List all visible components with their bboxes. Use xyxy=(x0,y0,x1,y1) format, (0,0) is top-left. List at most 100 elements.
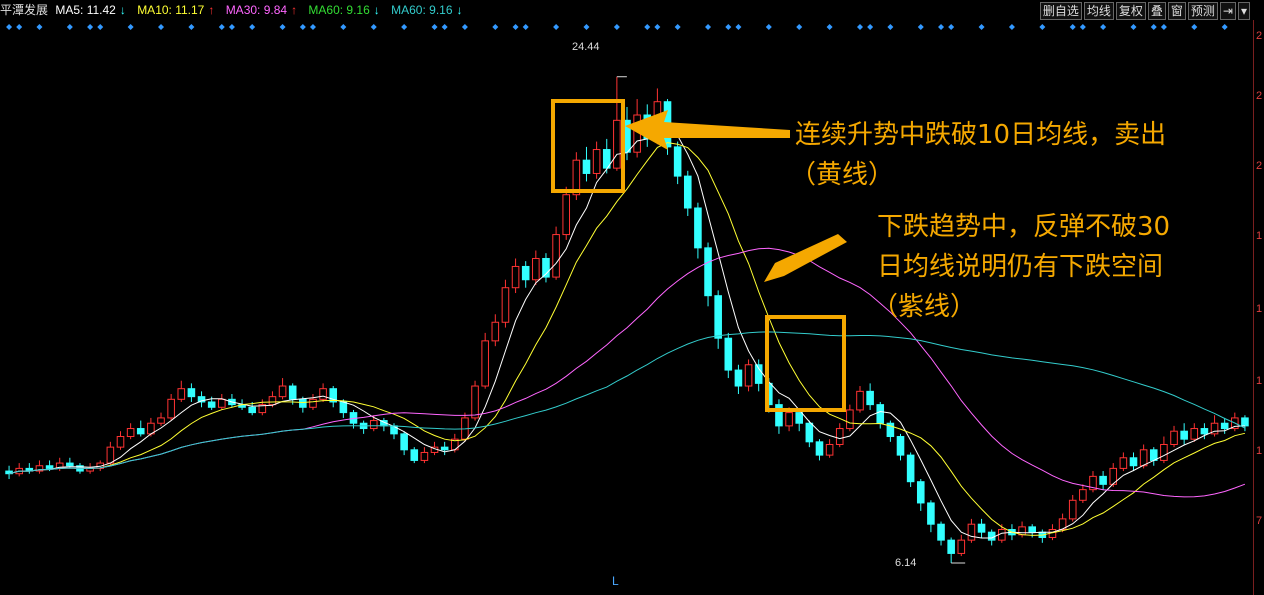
candle-body xyxy=(592,149,601,174)
candle-body xyxy=(1200,428,1209,435)
signal-marker xyxy=(1130,24,1137,30)
signal-marker xyxy=(249,24,256,30)
candle-body xyxy=(329,388,338,403)
candle-body xyxy=(197,396,206,403)
candle-body xyxy=(825,443,834,456)
chevron-down-icon[interactable]: ▾ xyxy=(1237,2,1250,20)
sell-annotation-line1: 连续升势中跌破10日均线，卖出 xyxy=(795,120,1167,150)
signal-marker xyxy=(66,24,73,30)
candle-body xyxy=(288,385,297,400)
candle-body xyxy=(1139,449,1148,467)
window-button[interactable]: 窗 xyxy=(1167,2,1186,20)
signal-marker xyxy=(1039,24,1046,30)
candle-body xyxy=(278,385,287,398)
ma30-line xyxy=(8,247,1246,498)
signal-marker xyxy=(1008,24,1015,30)
candle-body xyxy=(683,175,692,209)
candle-body xyxy=(521,265,530,281)
rebound-highlight-box xyxy=(765,315,846,412)
candle-body xyxy=(1099,475,1107,485)
candle-body xyxy=(795,412,804,424)
signal-marker xyxy=(461,24,468,30)
candle-body xyxy=(1089,475,1097,491)
y-tick-label: 2 xyxy=(1256,160,1263,172)
candle-body xyxy=(1129,457,1138,467)
chart-toolbar: 删自选 均线 复权 叠 窗 预测 ⇥ ▾ xyxy=(1038,2,1250,20)
signal-marker xyxy=(97,24,104,30)
signal-marker xyxy=(188,24,195,30)
candle-body xyxy=(471,385,479,419)
arrow-down-icon: ↓ xyxy=(456,3,463,17)
signal-marker xyxy=(583,24,590,30)
candle-body xyxy=(562,194,571,236)
signal-marker xyxy=(340,24,347,30)
overlay-button[interactable]: 叠 xyxy=(1147,2,1166,20)
signal-marker xyxy=(370,24,377,30)
y-tick-label: 1 xyxy=(1256,303,1263,315)
signal-marker xyxy=(218,24,225,30)
candle-body xyxy=(805,422,814,443)
candle-body xyxy=(167,398,175,419)
signal-marker xyxy=(309,24,316,30)
y-tick-label: 1 xyxy=(1256,445,1263,457)
signal-marker xyxy=(431,24,438,30)
signal-marker xyxy=(725,24,732,30)
signal-marker xyxy=(228,24,235,30)
candle-body xyxy=(927,502,935,525)
adjust-rights-button[interactable]: 复权 xyxy=(1115,2,1146,20)
ma10-line xyxy=(8,142,1246,536)
signal-marker xyxy=(279,24,286,30)
candle-body xyxy=(501,287,510,323)
sell-annotation-line2: （黄线） xyxy=(790,160,895,190)
y-tick-label: 1 xyxy=(1256,375,1263,387)
candle-body xyxy=(856,390,864,411)
candle-body xyxy=(937,523,945,541)
candle-body xyxy=(116,436,125,448)
signal-marker xyxy=(674,24,681,30)
candle-body xyxy=(511,265,520,289)
signal-marker xyxy=(1069,24,1076,30)
candle-body xyxy=(704,247,712,297)
candle-body xyxy=(339,401,348,414)
downtrend-annotation-line2: 日均线说明仍有下跌空间 xyxy=(877,252,1164,282)
downtrend-annotation-line3: （紫线） xyxy=(872,292,977,322)
candle-body xyxy=(775,404,783,427)
moving-average-button[interactable]: 均线 xyxy=(1083,2,1114,20)
collapse-right-icon[interactable]: ⇥ xyxy=(1219,2,1236,20)
candle-body xyxy=(947,539,955,554)
signal-marker xyxy=(36,24,43,30)
candle-body xyxy=(1241,417,1249,427)
candle-body xyxy=(45,465,54,469)
signal-marker xyxy=(6,24,13,30)
candle-body xyxy=(369,420,378,430)
candle-body xyxy=(1220,422,1229,430)
signal-marker xyxy=(522,24,529,30)
candle-body xyxy=(157,417,165,424)
candle-body xyxy=(967,523,976,541)
candle-body xyxy=(886,422,895,438)
arrow-down-icon: ↓ xyxy=(119,3,126,17)
signal-marker xyxy=(735,24,742,30)
indicator-bar: 平潭发展 MA5: 11.42 ↓ MA10: 11.17 ↑ MA30: 9.84… xyxy=(0,0,1045,20)
signal-marker xyxy=(401,24,408,30)
candle-body xyxy=(572,159,581,196)
sell-arrow xyxy=(625,110,790,150)
candle-body xyxy=(906,454,915,483)
signal-marker xyxy=(826,24,833,30)
candle-body xyxy=(714,295,722,339)
signal-marker xyxy=(654,24,661,30)
candle-body xyxy=(785,412,793,427)
candle-body xyxy=(846,409,854,430)
signal-marker xyxy=(613,24,620,30)
signal-marker xyxy=(856,24,863,30)
signal-marker xyxy=(796,24,803,30)
candle-body xyxy=(724,337,733,371)
signal-marker xyxy=(16,24,23,30)
forecast-button[interactable]: 预测 xyxy=(1187,2,1218,20)
signal-marker xyxy=(978,24,985,30)
remove-favorite-button[interactable]: 删自选 xyxy=(1039,2,1082,20)
signal-marker xyxy=(1191,24,1198,30)
price-axis: 2 2 2 1 1 1 1 7 xyxy=(1253,20,1264,595)
signal-marker xyxy=(512,24,519,30)
candle-body xyxy=(613,119,621,169)
